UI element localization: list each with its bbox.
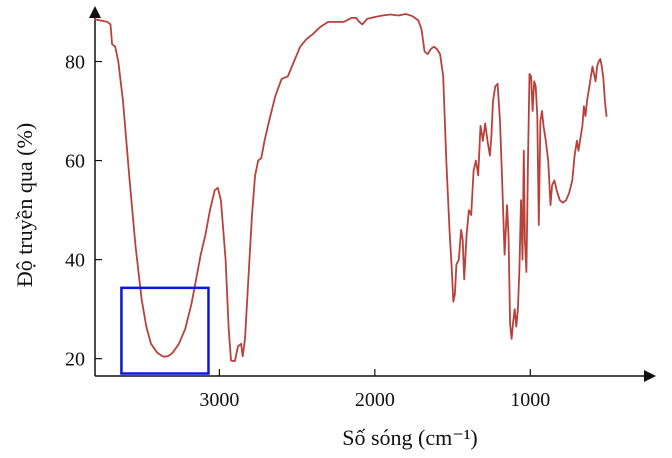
x-tick-label: 2000 xyxy=(355,389,395,411)
y-tick-label: 60 xyxy=(65,151,85,173)
axes xyxy=(89,5,656,382)
y-tick-label: 40 xyxy=(65,250,85,272)
highlight-box xyxy=(120,286,210,375)
transmittance-line xyxy=(94,13,608,362)
y-tick-label: 20 xyxy=(65,349,85,371)
y-axis-label: Độ truyền qua (%) xyxy=(12,123,37,287)
x-tick-label: 1000 xyxy=(510,389,550,411)
ticks: 3000 2000 1000 20 40 60 80 xyxy=(65,52,550,411)
highlight-layer xyxy=(120,286,210,375)
x-tick-label: 3000 xyxy=(199,389,239,411)
series-layer xyxy=(94,13,608,362)
y-tick-label: 80 xyxy=(65,52,85,74)
x-axis-label: Số sóng (cm⁻¹) xyxy=(342,425,478,450)
